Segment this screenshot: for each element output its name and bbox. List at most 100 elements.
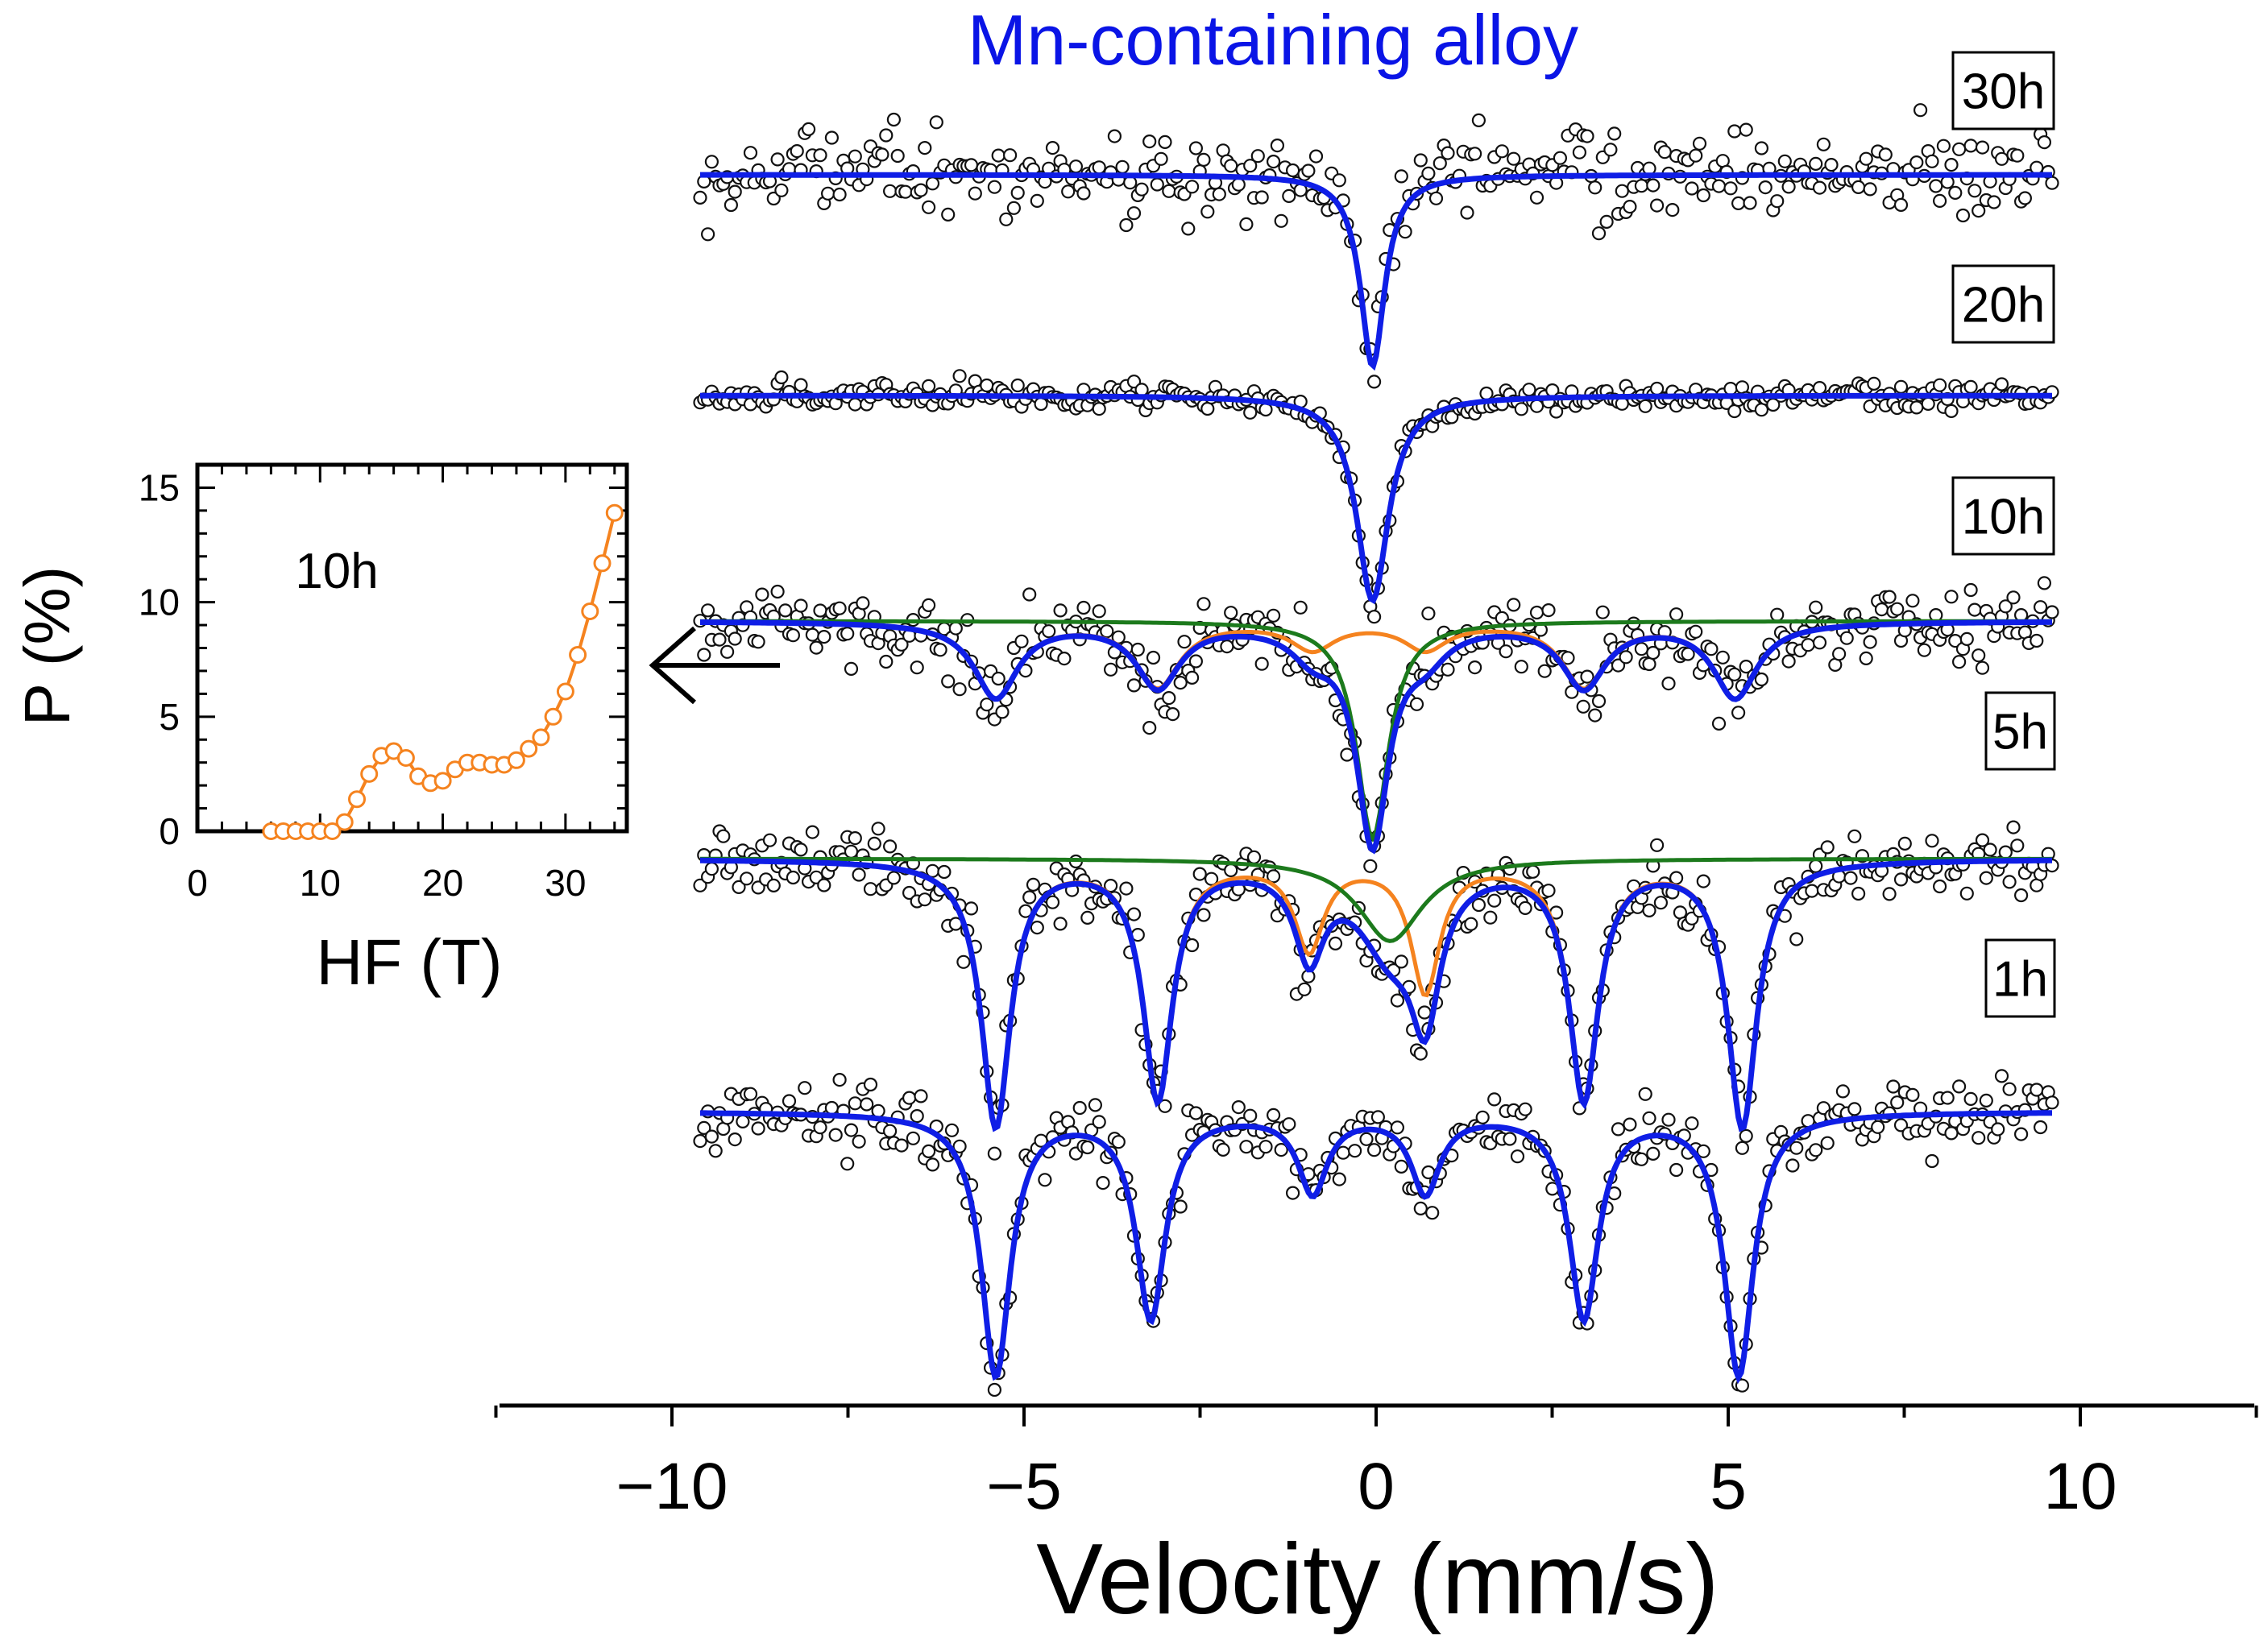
data-point [1975, 140, 1990, 155]
x-tick-label: 5 [1710, 1450, 1747, 1523]
data-point [809, 640, 823, 655]
data-point [987, 1146, 1002, 1161]
data-point [1839, 631, 1854, 645]
data-point [1972, 204, 1986, 218]
data-point [914, 1089, 928, 1103]
data-point [1669, 607, 1684, 622]
data-point [1580, 669, 1594, 684]
data-point [1045, 141, 1060, 155]
data-point [1595, 605, 1610, 619]
data-point [770, 152, 785, 167]
data-point [1925, 1153, 1939, 1169]
data-point [1518, 901, 1532, 916]
data-point [1711, 179, 1727, 193]
inset-x-tick-label: 30 [545, 862, 586, 904]
data-point [1231, 177, 1246, 192]
inset-title: 10h [295, 544, 378, 599]
data-point [1010, 378, 1025, 393]
data-point [813, 148, 827, 163]
data-point [1394, 169, 1408, 184]
data-point [1254, 190, 1269, 205]
data-point [844, 1123, 859, 1137]
data-point [1002, 148, 1018, 163]
data-point [937, 864, 952, 880]
data-point [1739, 122, 1753, 137]
data-point [1541, 602, 1556, 618]
data-point [1944, 404, 1959, 418]
data-point [1588, 708, 1603, 722]
data-point [1308, 149, 1324, 164]
data-point [1445, 410, 1459, 424]
data-point [1471, 897, 1486, 913]
data-point [1363, 859, 1378, 873]
data-point [1196, 597, 1211, 611]
data-point [1731, 706, 1746, 720]
hf-distribution-inset: 0 10 20 30 0 5 10 15 [139, 462, 629, 904]
data-point [1727, 667, 1742, 681]
data-point [1940, 175, 1955, 189]
data-point [700, 603, 715, 618]
data-point [1301, 164, 1316, 178]
inset-data-point [581, 602, 599, 620]
data-point [1851, 180, 1866, 194]
data-point [1107, 129, 1122, 143]
data-point [910, 660, 924, 675]
inset-data-point [605, 503, 624, 522]
data-point [1553, 151, 1568, 165]
data-point [1053, 603, 1068, 618]
data-point [774, 183, 789, 197]
data-point [1685, 181, 1699, 196]
data-point [1809, 1143, 1823, 1157]
data-point [1820, 1136, 1835, 1150]
data-point [894, 637, 909, 652]
data-point [925, 176, 940, 191]
data-point [1475, 1110, 1490, 1124]
data-point [1696, 1144, 1710, 1158]
inset-x-tick-label: 0 [187, 862, 208, 904]
data-point [941, 207, 956, 222]
data-point [1685, 1116, 1699, 1131]
data-point [1282, 188, 1296, 203]
data-point [736, 1114, 750, 1129]
data-point [1727, 404, 1742, 419]
data-point [1366, 610, 1382, 624]
data-point [848, 149, 862, 164]
data-point [1119, 881, 1134, 896]
data-point [832, 601, 847, 615]
data-point [2045, 605, 2059, 619]
data-point [1250, 149, 1265, 164]
data-point [1165, 706, 1180, 722]
data-point [766, 191, 781, 206]
data-point [1119, 217, 1134, 233]
data-point [1905, 1087, 1920, 1103]
data-point [832, 1072, 847, 1087]
data-point [1022, 587, 1037, 602]
data-point [1820, 840, 1835, 855]
data-point [1859, 151, 1873, 166]
data-point [1638, 399, 1652, 413]
data-point [704, 1129, 719, 1144]
data-point [1646, 1146, 1661, 1161]
data-point [1184, 670, 1200, 685]
data-point [1216, 1142, 1230, 1157]
data-point [728, 631, 742, 646]
data-point [1394, 954, 1408, 969]
data-point [1285, 1186, 1300, 1200]
data-point [1266, 608, 1281, 623]
data-point [1909, 155, 1924, 170]
data-point [1243, 405, 1258, 420]
data-point [1653, 896, 1668, 910]
data-point [1366, 1143, 1382, 1157]
data-point [1096, 1175, 1110, 1190]
data-point [1882, 887, 1897, 901]
data-point [1332, 1172, 1346, 1186]
data-point [1092, 604, 1106, 619]
spectrum-1h: 1h [693, 938, 2059, 1397]
data-point [2010, 838, 2025, 853]
data-point [1126, 907, 1142, 921]
data-point [941, 674, 956, 689]
arrow-head [649, 626, 696, 705]
data-point [693, 878, 707, 892]
data-point [1944, 590, 1959, 604]
data-point [871, 822, 885, 836]
